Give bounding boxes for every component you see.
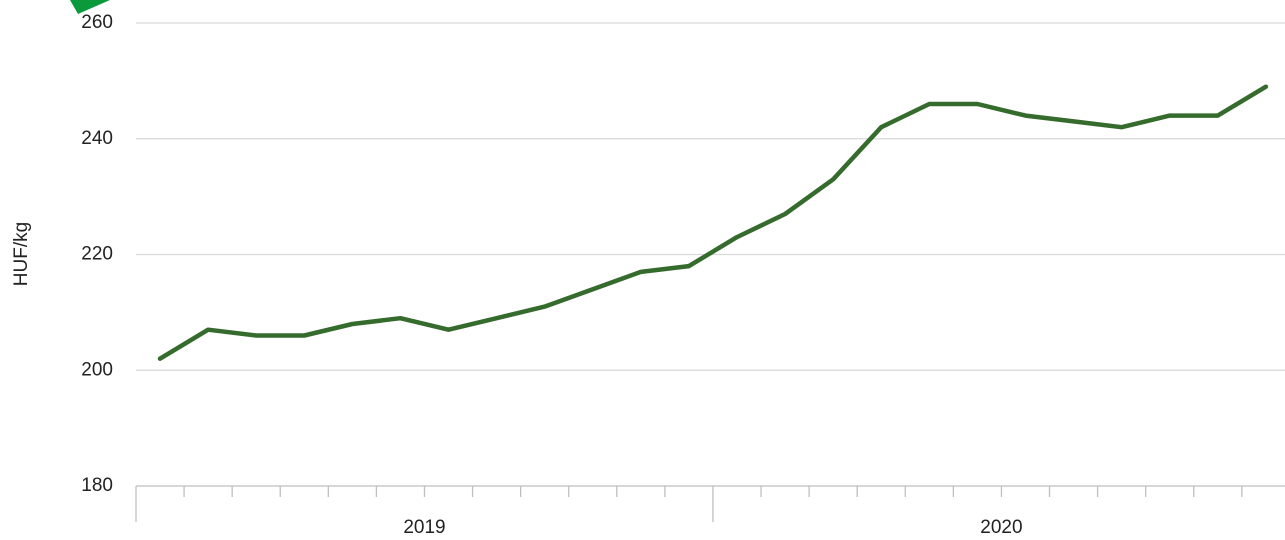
y-tick-label: 240 bbox=[81, 128, 113, 149]
x-group-label: 2019 bbox=[403, 517, 445, 538]
y-tick-label: 200 bbox=[81, 359, 113, 380]
x-group-label: 2020 bbox=[980, 517, 1022, 538]
logo-fragment bbox=[70, 0, 110, 14]
y-axis-label: HUF/kg bbox=[11, 222, 32, 286]
y-tick-label: 260 bbox=[81, 12, 113, 33]
data-line bbox=[157, 84, 1269, 361]
y-tick-label: 180 bbox=[81, 475, 113, 496]
y-tick-label: 220 bbox=[81, 244, 113, 265]
